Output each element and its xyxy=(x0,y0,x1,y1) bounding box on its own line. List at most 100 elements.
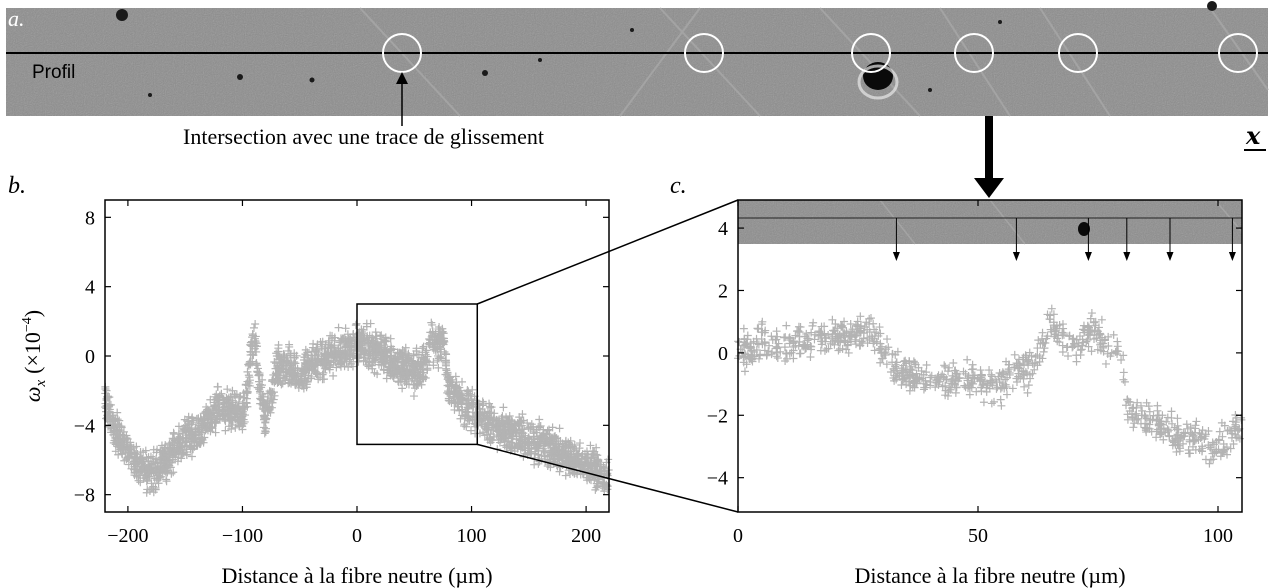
data-point xyxy=(1091,317,1100,326)
data-point xyxy=(963,374,972,383)
data-point xyxy=(905,377,914,386)
data-point xyxy=(368,339,377,348)
data-point xyxy=(524,423,533,432)
data-point xyxy=(535,423,544,432)
data-point xyxy=(987,372,996,381)
data-point xyxy=(530,460,539,469)
data-point xyxy=(831,320,840,328)
data-point xyxy=(806,352,815,361)
data-point xyxy=(281,376,290,385)
data-point xyxy=(884,343,893,352)
panel-b: b. −200 −100 0 100 200 8 4 0 −4 −8 Distance à la … xyxy=(8,173,613,588)
data-point xyxy=(1059,324,1068,333)
data-point xyxy=(397,363,406,372)
data-point xyxy=(824,331,833,340)
data-point xyxy=(238,425,247,434)
data-point xyxy=(840,338,849,347)
data-point xyxy=(360,333,369,342)
data-point xyxy=(188,445,197,454)
data-point xyxy=(866,314,875,323)
data-point xyxy=(238,404,247,413)
data-point xyxy=(265,387,274,396)
data-point xyxy=(846,319,855,328)
data-point xyxy=(589,449,598,458)
data-point xyxy=(773,343,782,352)
data-point xyxy=(857,337,866,346)
x-axis-symbol: x xyxy=(1245,121,1261,150)
data-point xyxy=(1197,430,1206,439)
data-point xyxy=(543,440,552,449)
data-point xyxy=(499,403,508,412)
data-point xyxy=(330,336,339,345)
data-point xyxy=(113,430,122,439)
data-point xyxy=(309,339,318,348)
data-point xyxy=(1080,326,1089,335)
data-point xyxy=(555,467,564,476)
data-point xyxy=(1217,418,1226,427)
data-point xyxy=(559,442,568,451)
data-point xyxy=(899,375,908,384)
data-point xyxy=(110,426,119,435)
data-point xyxy=(102,404,111,413)
data-point xyxy=(202,407,211,416)
data-point xyxy=(312,370,321,379)
data-point xyxy=(222,393,231,402)
data-point xyxy=(1012,374,1021,383)
data-point xyxy=(131,463,140,472)
data-point xyxy=(1130,419,1139,428)
data-point xyxy=(495,438,504,447)
data-point xyxy=(493,423,502,432)
data-point xyxy=(248,330,257,339)
data-point xyxy=(383,356,392,365)
slip-trace-arrowhead xyxy=(1228,252,1236,261)
data-point xyxy=(965,381,973,390)
data-point xyxy=(521,444,530,453)
data-point xyxy=(185,441,194,450)
data-point xyxy=(979,380,988,389)
data-point xyxy=(259,392,268,401)
data-point xyxy=(814,328,823,337)
data-point xyxy=(377,349,386,358)
data-point xyxy=(1024,381,1033,390)
y-tick-label: 8 xyxy=(85,207,95,229)
data-point xyxy=(489,416,498,425)
data-point xyxy=(261,406,270,415)
data-point xyxy=(531,444,540,453)
data-point xyxy=(181,437,190,446)
data-point xyxy=(421,348,430,357)
data-point xyxy=(940,361,949,370)
data-point xyxy=(1162,417,1171,426)
data-point xyxy=(1172,425,1181,434)
data-point xyxy=(745,355,754,364)
data-point xyxy=(810,330,819,339)
data-point xyxy=(433,333,442,342)
data-point xyxy=(215,414,224,423)
data-point xyxy=(378,354,387,363)
data-point xyxy=(445,390,454,399)
data-point xyxy=(1159,435,1168,444)
data-point xyxy=(253,368,262,377)
data-point xyxy=(377,331,386,340)
data-point xyxy=(1083,335,1092,344)
data-point xyxy=(409,380,418,389)
data-point xyxy=(561,437,570,446)
data-point xyxy=(1123,415,1132,424)
data-point xyxy=(550,432,559,441)
y-tick-label: 4 xyxy=(85,277,95,299)
data-point xyxy=(1100,336,1109,345)
slip-traces xyxy=(359,7,1269,117)
data-point xyxy=(173,434,182,443)
zoom-box xyxy=(356,303,479,446)
data-point xyxy=(386,368,395,377)
data-point xyxy=(842,327,851,336)
data-point xyxy=(177,454,186,463)
data-point xyxy=(890,376,899,385)
data-point xyxy=(922,361,931,370)
data-point xyxy=(735,338,744,347)
data-point xyxy=(234,398,243,407)
data-point xyxy=(1153,415,1162,424)
data-point xyxy=(364,341,373,350)
data-point xyxy=(803,336,812,345)
data-point xyxy=(565,455,574,464)
data-point xyxy=(299,379,308,388)
